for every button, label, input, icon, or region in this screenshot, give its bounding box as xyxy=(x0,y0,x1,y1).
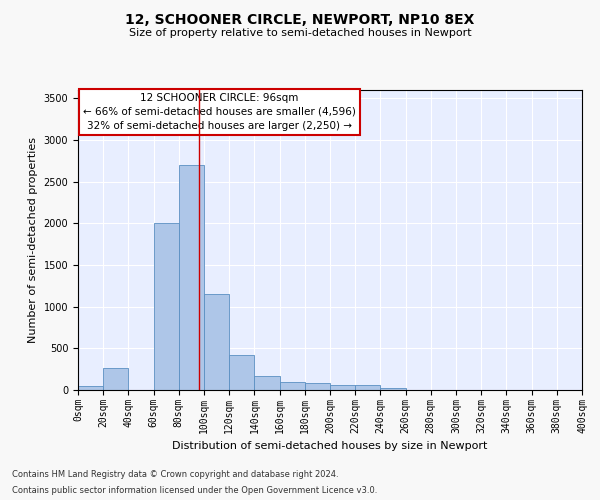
Bar xyxy=(229,355,254,390)
Bar xyxy=(330,385,355,390)
Bar xyxy=(103,368,128,390)
Text: Contains HM Land Registry data © Crown copyright and database right 2024.: Contains HM Land Registry data © Crown c… xyxy=(12,470,338,479)
Y-axis label: Number of semi-detached properties: Number of semi-detached properties xyxy=(28,137,38,343)
Text: 12, SCHOONER CIRCLE, NEWPORT, NP10 8EX: 12, SCHOONER CIRCLE, NEWPORT, NP10 8EX xyxy=(125,12,475,26)
Bar xyxy=(204,294,229,390)
Bar xyxy=(380,388,406,390)
Bar xyxy=(305,384,330,390)
Bar xyxy=(355,386,380,390)
Text: 12 SCHOONER CIRCLE: 96sqm
← 66% of semi-detached houses are smaller (4,596)
32% : 12 SCHOONER CIRCLE: 96sqm ← 66% of semi-… xyxy=(83,93,356,131)
Bar xyxy=(78,386,103,390)
X-axis label: Distribution of semi-detached houses by size in Newport: Distribution of semi-detached houses by … xyxy=(172,441,488,451)
Text: Contains public sector information licensed under the Open Government Licence v3: Contains public sector information licen… xyxy=(12,486,377,495)
Bar xyxy=(179,165,204,390)
Bar xyxy=(254,376,280,390)
Bar xyxy=(154,224,179,390)
Text: Size of property relative to semi-detached houses in Newport: Size of property relative to semi-detach… xyxy=(128,28,472,38)
Bar xyxy=(280,382,305,390)
